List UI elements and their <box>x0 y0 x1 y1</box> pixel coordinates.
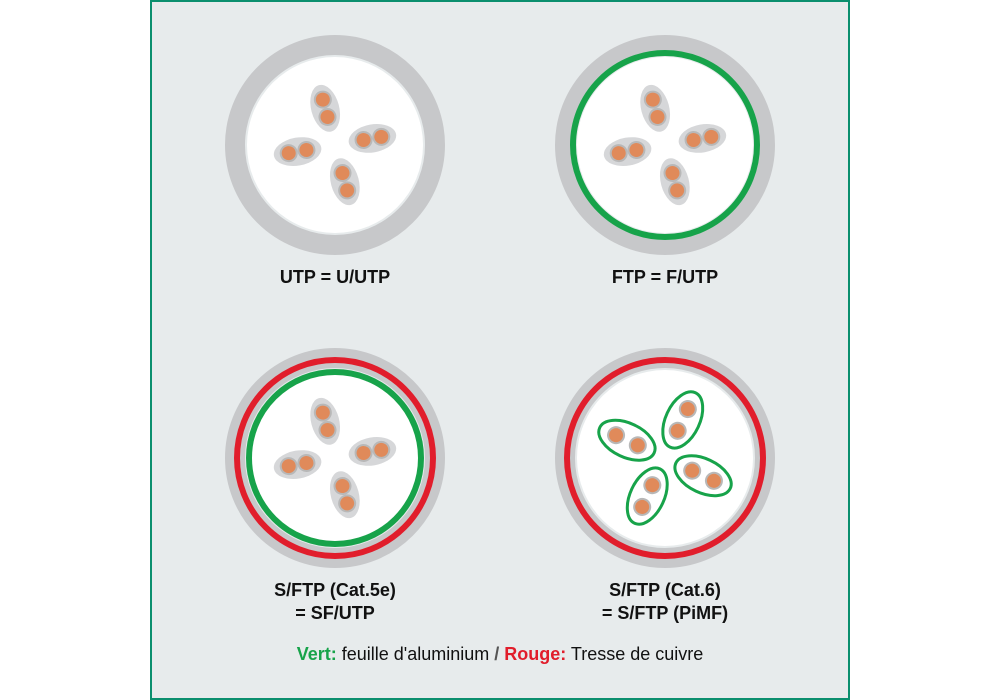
cable-label: S/FTP (Cat.6)= S/FTP (PiMF) <box>602 579 728 626</box>
cable-sftp-cat6: S/FTP (Cat.6)= S/FTP (PiMF) <box>550 343 780 626</box>
cable-label: FTP = F/UTP <box>612 266 718 289</box>
legend-separator: / <box>494 644 504 664</box>
cable-cross-section <box>550 30 780 260</box>
legend-red-label: Rouge: <box>504 644 566 664</box>
legend-red-text: Tresse de cuivre <box>566 644 703 664</box>
cable-grid: UTP = U/UTP FTP = F/UTP S/FTP (Cat.5e)= SF… <box>190 30 810 626</box>
legend: Vert: feuille d'aluminium / Rouge: Tress… <box>297 644 704 665</box>
legend-green-text: feuille d'aluminium <box>337 644 495 664</box>
cable-cross-section <box>220 343 450 573</box>
cable-label: UTP = U/UTP <box>280 266 390 289</box>
cable-ftp: FTP = F/UTP <box>550 30 780 289</box>
cable-cross-section <box>550 343 780 573</box>
legend-green-label: Vert: <box>297 644 337 664</box>
diagram-frame: UTP = U/UTP FTP = F/UTP S/FTP (Cat.5e)= SF… <box>150 0 850 700</box>
cable-sftp-cat5e: S/FTP (Cat.5e)= SF/UTP <box>220 343 450 626</box>
cable-label: S/FTP (Cat.5e)= SF/UTP <box>274 579 396 626</box>
cable-utp: UTP = U/UTP <box>220 30 450 289</box>
cable-cross-section <box>220 30 450 260</box>
